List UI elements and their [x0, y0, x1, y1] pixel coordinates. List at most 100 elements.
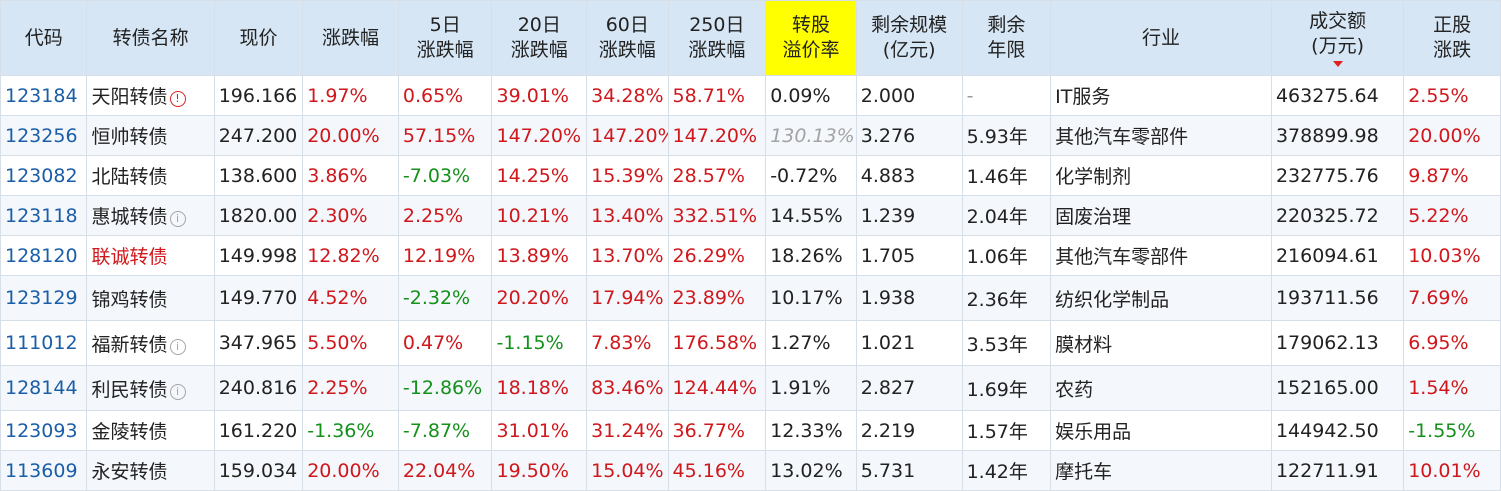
- column-header-chg[interactable]: 涨跌幅: [302, 0, 399, 76]
- table-row[interactable]: 123129 锦鸡转债 149.770 4.52% -2.32% 20.20% 17.94%…: [0, 275, 1501, 321]
- remaining-years-cell: 1.06年: [961, 235, 1052, 276]
- premium-cell: 1.27%: [765, 320, 857, 366]
- bond-name-link[interactable]: 福新转债: [91, 333, 168, 356]
- change-250d-cell: 45.16%: [667, 450, 767, 491]
- bond-name-cell[interactable]: 利民转债 i: [86, 365, 215, 411]
- change-250d-cell: 124.44%: [667, 365, 767, 411]
- premium-cell: 14.55%: [765, 195, 857, 236]
- bond-name-link[interactable]: 金陵转债: [91, 421, 168, 443]
- remaining-scale-cell: 2.827: [855, 365, 963, 411]
- bond-code-link[interactable]: 123129: [0, 275, 88, 321]
- remaining-scale-cell: 3.276: [855, 115, 963, 156]
- change-60d-cell: 31.24%: [586, 410, 669, 451]
- change-250d-cell: 36.77%: [667, 410, 767, 451]
- bond-name-cell[interactable]: 惠城转债 i: [86, 195, 215, 236]
- industry-cell: 农药: [1050, 365, 1272, 411]
- info-icon[interactable]: i: [169, 338, 186, 355]
- table-row[interactable]: 128120 联诚转债 149.998 12.82% 12.19% 13.89% 13.70…: [0, 235, 1501, 276]
- bond-name-cell[interactable]: 永安转债: [86, 450, 215, 491]
- change-5d-cell: 57.15%: [397, 115, 493, 156]
- column-header-name[interactable]: 转债名称: [86, 0, 215, 76]
- change-5d-cell: -7.03%: [397, 155, 493, 196]
- column-header-premium[interactable]: 转股 溢价率: [765, 0, 857, 76]
- table-row[interactable]: 111012 福新转债 i 347.965 5.50% 0.47% -1.15% 7.83% 1…: [0, 320, 1501, 366]
- column-header-chg20[interactable]: 20日 涨跌幅: [491, 0, 588, 76]
- sort-desc-icon[interactable]: [1332, 61, 1343, 67]
- remaining-years-cell: 2.36年: [961, 275, 1052, 321]
- bond-name-link[interactable]: 永安转债: [91, 461, 168, 483]
- price-cell: 161.220: [213, 410, 304, 451]
- remaining-scale-cell: 2.219: [855, 410, 963, 451]
- column-header-stock-chg[interactable]: 正股 涨跌: [1403, 0, 1501, 76]
- info-icon[interactable]: i: [169, 211, 186, 227]
- change-cell: 2.30%: [302, 195, 399, 236]
- turnover-cell: 179062.13: [1270, 320, 1405, 366]
- bond-name-cell[interactable]: 福新转债 i: [86, 320, 215, 366]
- price-cell: 149.998: [213, 235, 304, 276]
- column-header-scale[interactable]: 剩余规模 (亿元): [855, 0, 963, 76]
- column-header-industry[interactable]: 行业: [1050, 0, 1272, 76]
- stock-change-cell: 1.54%: [1403, 365, 1501, 411]
- column-header-years[interactable]: 剩余 年限: [961, 0, 1052, 76]
- column-header-price[interactable]: 现价: [213, 0, 304, 76]
- table-row[interactable]: 123082 北陆转债 138.600 3.86% -7.03% 14.25% 15.39%…: [0, 155, 1501, 196]
- info-icon[interactable]: i: [169, 383, 186, 400]
- bond-code-link[interactable]: 128120: [0, 235, 88, 276]
- column-header-label: 涨跌幅: [322, 26, 380, 49]
- bond-name-cell[interactable]: 恒帅转债: [86, 115, 215, 156]
- bond-code-link[interactable]: 113609: [0, 450, 88, 491]
- column-header-turnover[interactable]: 成交额 (万元): [1270, 0, 1405, 76]
- bond-code-link[interactable]: 128144: [0, 365, 88, 411]
- bond-name-link[interactable]: 利民转债: [91, 378, 168, 401]
- bond-name-link[interactable]: 惠城转债: [91, 206, 168, 228]
- industry-cell: 化学制剂: [1050, 155, 1272, 196]
- bond-name-cell[interactable]: 锦鸡转债: [86, 275, 215, 321]
- bond-code-link[interactable]: 123082: [0, 155, 88, 196]
- bond-name-link[interactable]: 恒帅转债: [91, 126, 168, 148]
- bond-name-cell[interactable]: 天阳转债!: [86, 75, 215, 116]
- table-row[interactable]: 123118 惠城转债 i 1820.00 2.30% 2.25% 10.21% 13.40%…: [0, 195, 1501, 236]
- industry-cell: 摩托车: [1050, 450, 1272, 491]
- table-row[interactable]: 128144 利民转债 i 240.816 2.25% -12.86% 18.18% 83.4…: [0, 365, 1501, 411]
- bond-code-link[interactable]: 111012: [0, 320, 88, 366]
- bond-name-link[interactable]: 天阳转债: [91, 86, 168, 108]
- price-cell: 159.034: [213, 450, 304, 491]
- change-5d-cell: -12.86%: [397, 365, 493, 411]
- change-20d-cell: -1.15%: [491, 320, 588, 366]
- column-header-chg5[interactable]: 5日 涨跌幅: [397, 0, 493, 76]
- bond-name-link[interactable]: 锦鸡转债: [91, 288, 168, 311]
- column-header-chg250[interactable]: 250日 涨跌幅: [667, 0, 767, 76]
- stock-change-cell: 10.03%: [1403, 235, 1501, 276]
- remaining-years-cell: 1.69年: [961, 365, 1052, 411]
- bond-code-link[interactable]: 123118: [0, 195, 88, 236]
- bond-name-link[interactable]: 联诚转债: [91, 246, 168, 268]
- change-250d-cell: 28.57%: [667, 155, 767, 196]
- bond-code-link[interactable]: 123184: [0, 75, 88, 116]
- table-row[interactable]: 123256 恒帅转债 247.200 20.00% 57.15% 147.20% 147.…: [0, 115, 1501, 156]
- industry-cell: 纺织化学制品: [1050, 275, 1272, 321]
- column-header-code[interactable]: 代码: [0, 0, 88, 76]
- change-cell: 2.25%: [302, 365, 399, 411]
- premium-cell: -0.72%: [765, 155, 857, 196]
- alert-icon[interactable]: !: [169, 91, 186, 107]
- bond-code-link[interactable]: 123256: [0, 115, 88, 156]
- change-cell: -1.36%: [302, 410, 399, 451]
- table-row[interactable]: 113609 永安转债 159.034 20.00% 22.04% 19.50% 15.04…: [0, 450, 1501, 491]
- column-header-sublabel: (亿元): [882, 39, 936, 61]
- stock-change-cell: 9.87%: [1403, 155, 1501, 196]
- column-header-sublabel: 涨跌幅: [510, 39, 568, 61]
- bond-name-cell[interactable]: 北陆转债: [86, 155, 215, 196]
- price-cell: 138.600: [213, 155, 304, 196]
- table-row[interactable]: 123093 金陵转债 161.220 -1.36% -7.87% 31.01% 31.24…: [0, 410, 1501, 451]
- bond-name-link[interactable]: 北陆转债: [91, 166, 168, 188]
- turnover-cell: 232775.76: [1270, 155, 1405, 196]
- industry-cell: 其他汽车零部件: [1050, 235, 1272, 276]
- change-cell: 4.52%: [302, 275, 399, 321]
- bond-code-link[interactable]: 123093: [0, 410, 88, 451]
- bond-name-cell[interactable]: 联诚转债: [86, 235, 215, 276]
- table-row[interactable]: 123184 天阳转债! 196.166 1.97% 0.65% 39.01% 34.28%…: [0, 75, 1501, 116]
- column-header-chg60[interactable]: 60日 涨跌幅: [586, 0, 669, 76]
- stock-change-cell: 2.55%: [1403, 75, 1501, 116]
- bond-name-cell[interactable]: 金陵转债: [86, 410, 215, 451]
- change-60d-cell: 7.83%: [586, 320, 669, 366]
